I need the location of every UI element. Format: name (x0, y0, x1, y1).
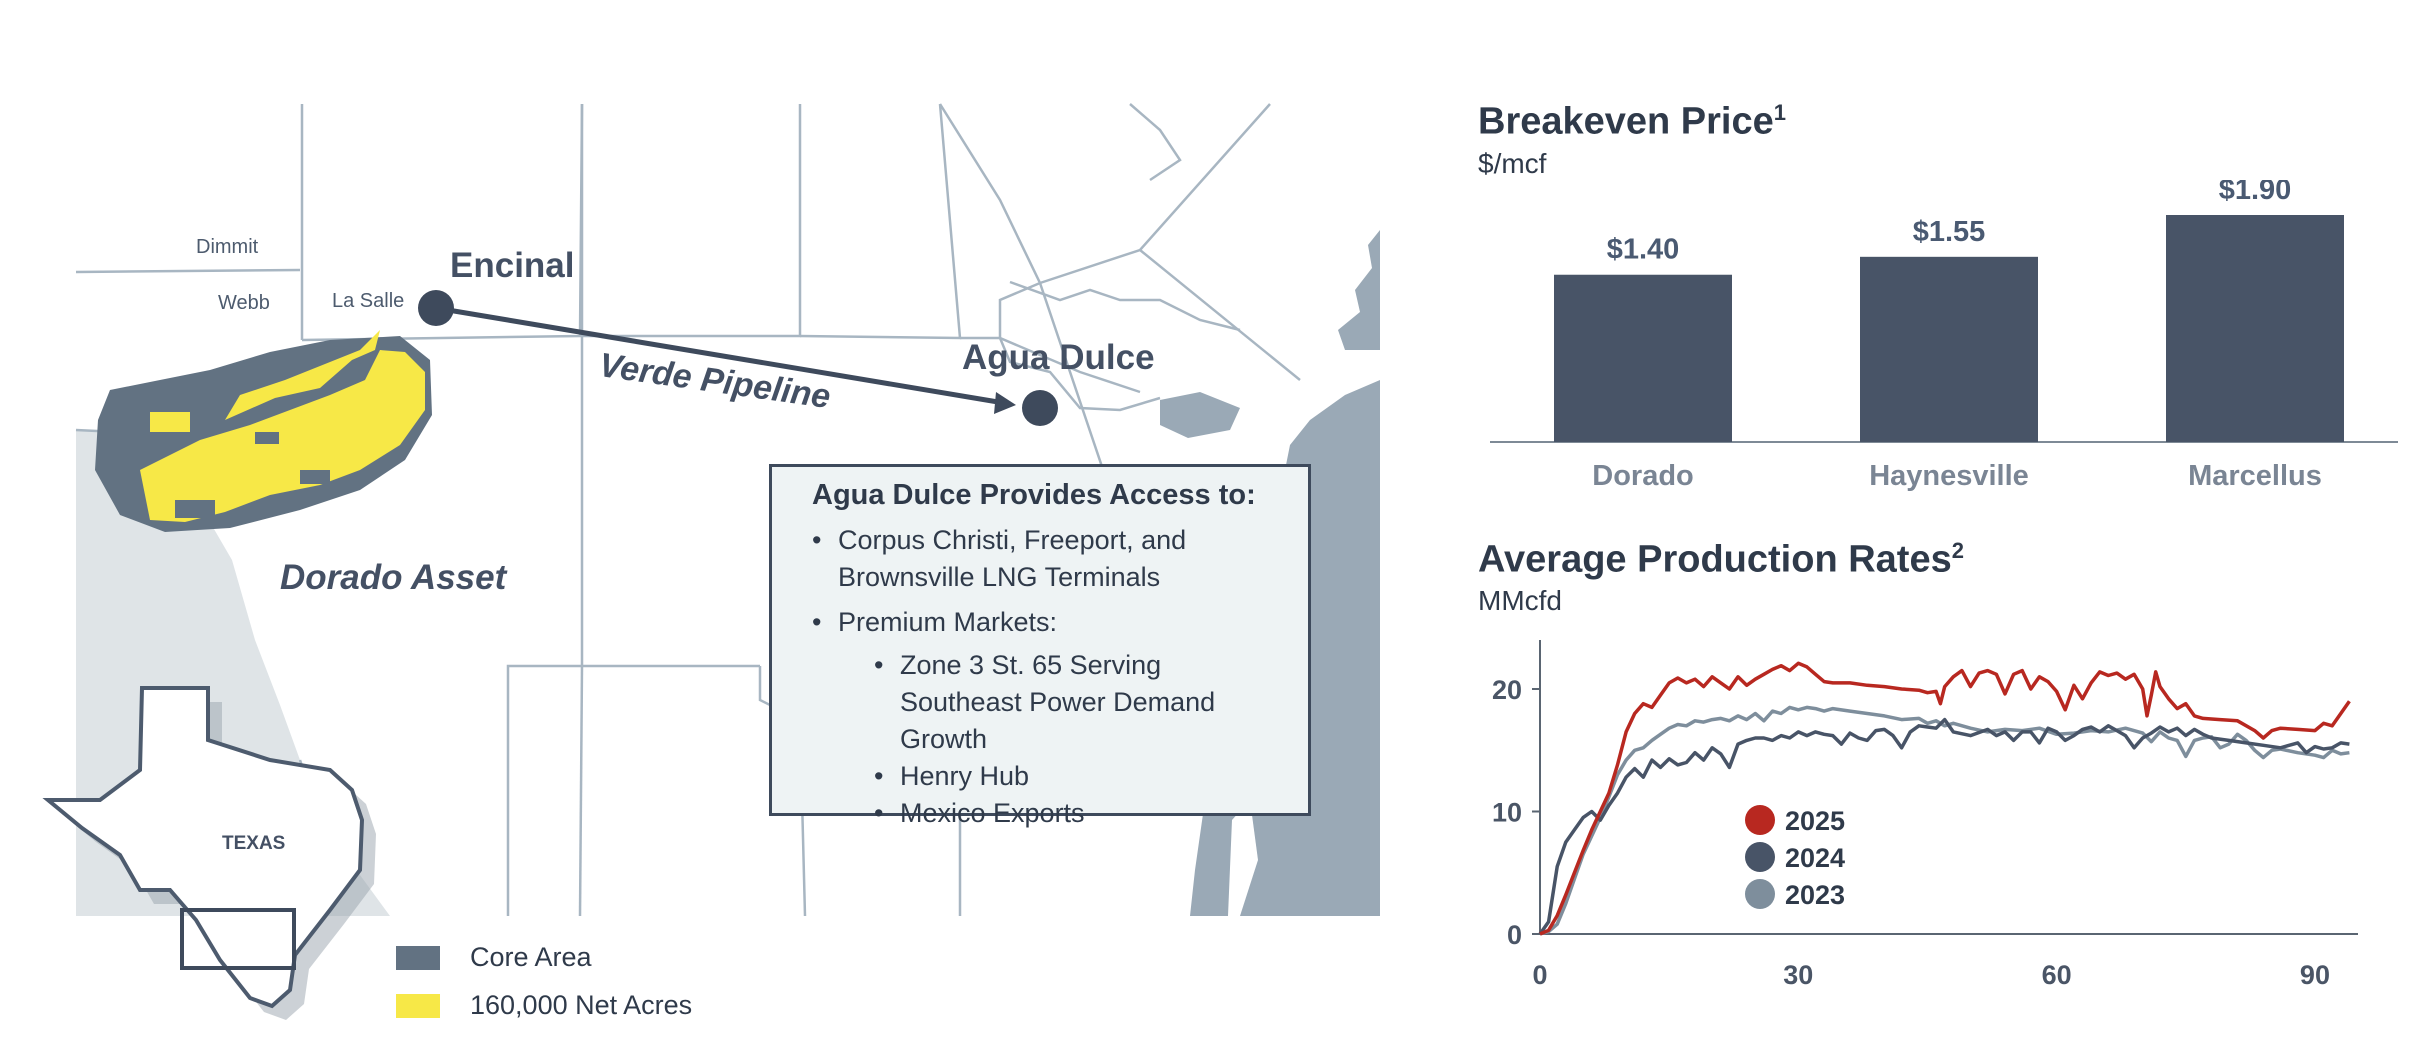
legend-swatch-acres (396, 993, 440, 1018)
bar (2166, 215, 2344, 442)
info-sub-item: Henry Hub (874, 758, 1288, 795)
legend-label: Core Area (470, 942, 592, 972)
legend-series-label: 2023 (1785, 880, 1845, 910)
bar-category-label: Haynesville (1869, 460, 2029, 492)
inset-locator (180, 908, 296, 970)
info-item-label: Premium Markets: (838, 607, 1058, 637)
breakeven-title-text: Breakeven Price (1478, 100, 1774, 143)
info-box-title: Agua Dulce Provides Access to: (812, 479, 1256, 511)
bar-category-label: Dorado (1592, 460, 1694, 492)
x-tick-label: 30 (1783, 960, 1813, 990)
y-tick-label: 20 (1492, 675, 1522, 705)
bar (1860, 256, 2038, 442)
map-panel: Dimmit Webb La Salle Encinal Agua Dulce … (0, 0, 1420, 1054)
pipeline-arrow (435, 305, 1016, 414)
legend-label: 160,000 Net Acres (470, 990, 693, 1020)
county-label-webb: Webb (218, 292, 270, 314)
texas-label: TEXAS (222, 833, 286, 854)
info-sub-item: Zone 3 St. 65 Serving Southeast Power De… (874, 647, 1288, 758)
asset-label: Dorado Asset (280, 558, 507, 597)
x-tick-label: 60 (2042, 960, 2072, 990)
series-line-2025 (1539, 661, 2351, 936)
production-unit: MMcfd (1478, 585, 1562, 616)
legend-series-label: 2025 (1785, 806, 1845, 836)
production-footnote: 2 (1951, 538, 1964, 563)
info-item-markets: Premium Markets: Zone 3 St. 65 Serving S… (812, 604, 1288, 832)
bar-category-label: Marcellus (2188, 460, 2322, 492)
info-box: Agua Dulce Provides Access to: Corpus Ch… (769, 464, 1311, 832)
x-tick-label: 90 (2300, 960, 2330, 990)
bar-data-label: $1.55 (1913, 216, 1986, 248)
bay-water-small (1160, 392, 1240, 438)
y-tick-label: 0 (1507, 920, 1522, 950)
bar-data-label: $1.40 (1607, 234, 1680, 266)
bar (1554, 274, 1732, 442)
encinal-point (418, 290, 454, 326)
legend-core-area: Core Area (396, 942, 592, 973)
y-tick-label: 10 (1492, 798, 1522, 828)
info-sub-list: Zone 3 St. 65 Serving Southeast Power De… (838, 647, 1288, 832)
texas-inset (42, 686, 376, 1020)
production-line-chart: 0 10 20 0 30 60 90 2025 2024 2023 (1492, 640, 2358, 990)
legend-net-acres: 160,000 Net Acres (396, 990, 692, 1021)
net-acres (140, 330, 425, 522)
bay-water (1338, 230, 1380, 350)
series-line-2023 (1539, 705, 2350, 936)
legend-swatch-core (396, 945, 440, 970)
info-list: Corpus Christi, Freeport, and Brownsvill… (812, 522, 1288, 832)
legend-marker (1745, 879, 1775, 909)
info-item: Corpus Christi, Freeport, and Brownsvill… (812, 522, 1288, 596)
breakeven-unit: $/mcf (1478, 148, 1547, 179)
production-title: Average Production Rates2 (1478, 538, 1964, 582)
series-line-2024 (1538, 717, 2350, 936)
info-sub-item: Mexico Exports (874, 795, 1288, 832)
production-title-text: Average Production Rates (1478, 538, 1952, 581)
town-label-agua-dulce: Agua Dulce (962, 338, 1155, 377)
legend-marker (1745, 805, 1775, 835)
county-label-la-salle: La Salle (332, 290, 405, 312)
legend-series-label: 2024 (1785, 843, 1845, 873)
county-label-dimmit: Dimmit (196, 236, 259, 258)
x-tick-label: 0 (1532, 960, 1547, 990)
agua-dulce-point (1022, 390, 1058, 426)
legend-marker (1745, 842, 1775, 872)
breakeven-footnote: 1 (1773, 100, 1787, 125)
town-label-encinal: Encinal (450, 246, 575, 285)
bar-data-label: $1.90 (2219, 180, 2292, 206)
breakeven-bar-chart: $1.40 Dorado $1.55 Haynesville $1.90 Marcellu… (1490, 180, 2398, 492)
breakeven-title: Breakeven Price1 (1478, 100, 1786, 144)
